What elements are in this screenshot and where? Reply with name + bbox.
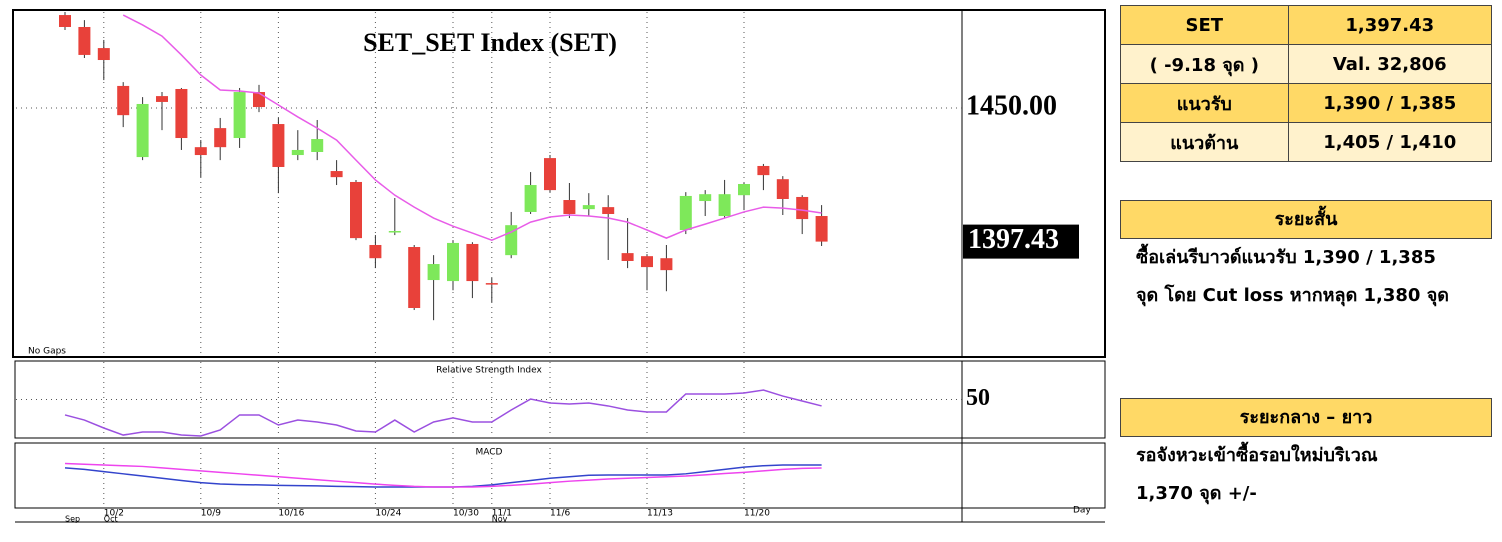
- candle-body: [194, 147, 207, 156]
- panel-title: MACD: [476, 448, 503, 458]
- candle-body: [253, 92, 265, 108]
- x-tick-label: 10/30: [453, 509, 479, 519]
- candle-body: [427, 264, 440, 281]
- candle-body: [699, 194, 712, 202]
- table-row: SET 1,397.43: [1120, 5, 1493, 45]
- candle-body: [776, 179, 789, 199]
- section: ระยะสั้นซื้อเล่นรีบาวด์แนวรับ 1,390 / 1,…: [1120, 200, 1492, 315]
- chart: SET_SET Index (SET) No Gaps Relative Str…: [12, 9, 1106, 524]
- macd-frame: [14, 442, 1106, 509]
- candle-body: [388, 231, 401, 233]
- last-price-box: [963, 224, 1079, 259]
- candle-body: [291, 149, 304, 156]
- y-tick-label: 50: [966, 385, 990, 411]
- table-cell: แนวรับ: [1120, 83, 1289, 123]
- candle-body: [641, 256, 653, 268]
- x-tick-label: 10/24: [375, 509, 401, 519]
- chart-title: SET_SET Index (SET): [363, 28, 617, 57]
- table-row: แนวต้าน 1,405 / 1,410: [1120, 122, 1493, 162]
- table-cell: ( -9.18 จุด ): [1120, 44, 1289, 84]
- last-price-label: 1397.43: [968, 224, 1059, 255]
- section-heading: ระยะสั้น: [1120, 200, 1492, 239]
- candle-body: [679, 195, 692, 230]
- section-text: 1,370 จุด +/-: [1136, 483, 1257, 504]
- table-cell: 1,397.43: [1287, 5, 1493, 45]
- x-tick-label: 10/16: [278, 509, 304, 519]
- series-line: [64, 464, 822, 488]
- candle-body: [117, 85, 130, 116]
- month-label: Nov: [492, 515, 508, 524]
- section-heading: ระยะกลาง – ยาว: [1120, 398, 1492, 437]
- x-tick-label: 11/1: [492, 509, 512, 519]
- candle-body: [59, 15, 71, 27]
- candle-body: [485, 283, 498, 285]
- candle-body: [350, 181, 362, 239]
- section-text: ซื้อเล่นรีบาวด์แนวรับ 1,390 / 1,385: [1136, 247, 1436, 268]
- candle-body: [718, 194, 731, 217]
- candle-body: [447, 242, 459, 282]
- month-label: Oct: [104, 515, 118, 524]
- candle-body: [136, 103, 149, 158]
- candle-body: [621, 253, 634, 261]
- candle-body: [233, 92, 246, 139]
- section-text: จุด โดย Cut loss หากหลุด 1,380 จุด: [1136, 285, 1449, 306]
- table-cell: Val. 32,806: [1287, 44, 1493, 84]
- series-line: [64, 462, 822, 488]
- table-row: ( -9.18 จุด ) Val. 32,806: [1120, 44, 1493, 84]
- candle-body: [311, 139, 324, 152]
- candle-body: [466, 243, 479, 282]
- x-tick-label: 11/20: [744, 509, 770, 519]
- candle-body: [815, 216, 828, 242]
- candle-body: [738, 184, 750, 196]
- x-tick-label: 10/2: [104, 509, 124, 519]
- rsi-frame: [14, 360, 1106, 439]
- candle-body: [757, 165, 770, 176]
- month-label: Sep: [65, 515, 80, 524]
- candle-body: [214, 128, 227, 148]
- summary-table: SET 1,397.43( -9.18 จุด ) Val. 32,806 แนวรั…: [1120, 5, 1493, 162]
- candle-body: [796, 196, 809, 220]
- candle-body: [330, 171, 343, 178]
- candle-body: [660, 258, 673, 271]
- candle-body: [582, 205, 595, 210]
- table-row: แนวรับ 1,390 / 1,385: [1120, 83, 1493, 123]
- candle-body: [272, 124, 285, 167]
- table-cell: 1,390 / 1,385: [1287, 83, 1493, 123]
- candle-body: [369, 244, 382, 259]
- section: ระยะกลาง – ยาวรอจังหวะเข้าซื้อรอบใหม่บริ…: [1120, 398, 1492, 513]
- candle-body: [544, 158, 556, 191]
- candle-body: [97, 48, 110, 61]
- note: No Gaps: [28, 347, 66, 357]
- candle-body: [602, 207, 615, 214]
- candle-body: [524, 185, 537, 212]
- x-tick-label: 11/6: [550, 509, 570, 519]
- x-tick-label: 10/9: [201, 509, 221, 519]
- x-axis-label: Day: [1073, 506, 1091, 516]
- candle-body: [156, 96, 168, 102]
- table-cell: SET: [1120, 5, 1289, 45]
- series-line: [64, 389, 822, 437]
- x-tick-label: 11/13: [647, 509, 673, 519]
- candle-body: [563, 200, 576, 214]
- candle-body: [408, 247, 421, 308]
- candle-body: [78, 26, 91, 55]
- panel-title: Relative Strength Index: [436, 366, 542, 376]
- y-tick-label: 1450.00: [966, 90, 1057, 121]
- moving-average: [122, 14, 822, 241]
- table-cell: 1,405 / 1,410: [1287, 122, 1493, 162]
- main-frame: [12, 9, 1106, 358]
- section-text: รอจังหวะเข้าซื้อรอบใหม่บริเวณ: [1136, 445, 1378, 466]
- table-cell: แนวต้าน: [1120, 122, 1289, 162]
- candle-body: [175, 88, 188, 139]
